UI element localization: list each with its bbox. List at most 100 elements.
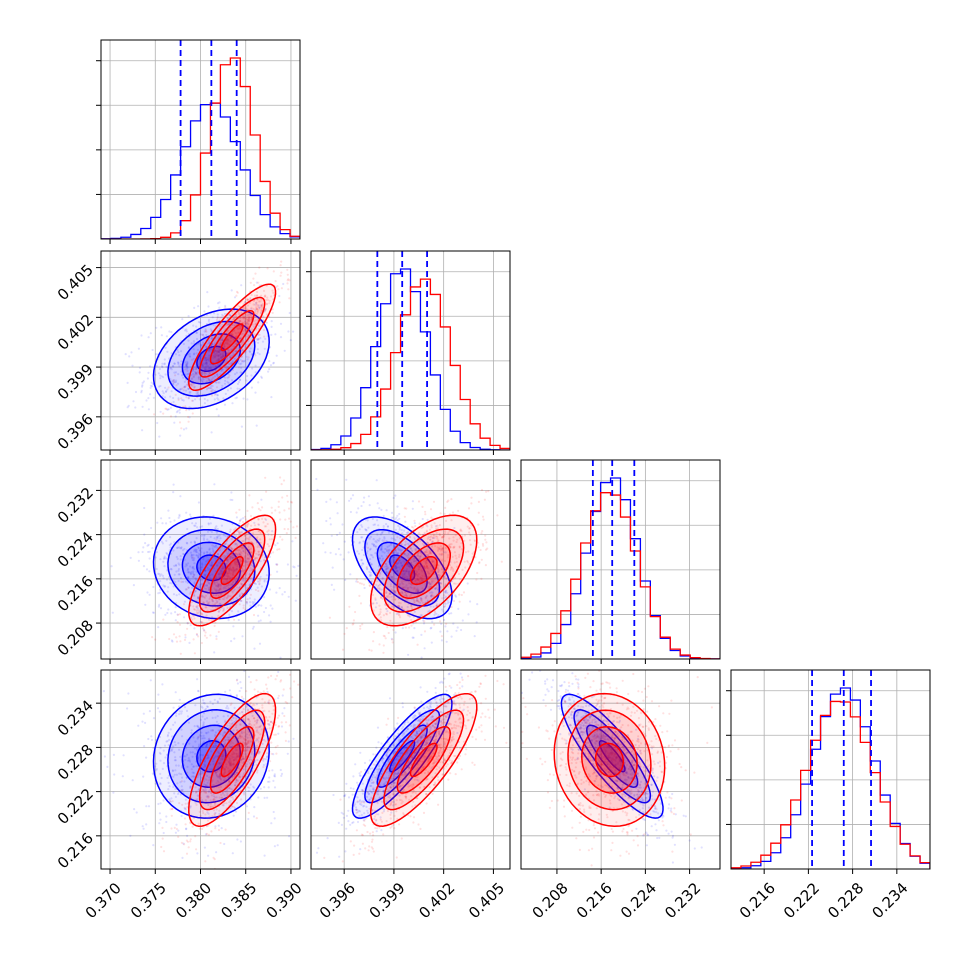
histogram-series-0: [311, 268, 510, 450]
contour-line: [567, 709, 652, 811]
y-tick-label: 0.224: [54, 528, 97, 571]
x-tick-label: 0.375: [127, 879, 170, 922]
contour-line: [409, 742, 438, 778]
contour-line: [152, 693, 270, 819]
x-tick-label: 0.399: [366, 879, 409, 922]
contour-line: [598, 740, 626, 773]
x-tick-label: 0.370: [82, 879, 125, 922]
histogram-series-1: [311, 278, 510, 450]
contour-line: [376, 724, 428, 788]
y-tick-label: 0.216: [54, 572, 97, 615]
panel-frame: [310, 669, 511, 870]
scatter-panel-3-2: [520, 669, 721, 874]
contour-line: [220, 555, 244, 586]
histogram-series-1: [731, 700, 930, 869]
scatter-panel-2-1: [310, 459, 511, 664]
contour-line: [209, 309, 255, 365]
contour-line: [152, 516, 270, 620]
contours-series-1: [553, 692, 666, 827]
y-tick-label: 0.222: [54, 785, 97, 828]
contours-series-0: [560, 693, 664, 819]
contour-line: [396, 542, 452, 599]
y-tick-label: 0.216: [54, 829, 97, 872]
y-tick-label: 0.396: [54, 410, 97, 453]
contour-line: [573, 709, 652, 804]
x-tick-label: 0.216: [573, 879, 616, 922]
x-tick-label: 0.402: [415, 879, 458, 922]
contour-line: [152, 308, 270, 410]
contour-line: [369, 514, 478, 627]
panel-frame: [310, 250, 511, 451]
contour-line: [188, 283, 277, 392]
contour-line: [586, 724, 639, 788]
x-tick-label: 0.232: [661, 879, 704, 922]
contour-line: [376, 541, 428, 594]
x-tick-label: 0.216: [736, 879, 779, 922]
contour-line: [181, 724, 242, 788]
x-tick-label: 0.234: [868, 879, 911, 922]
y-tick-label: 0.402: [54, 311, 97, 354]
contours-series-0: [152, 693, 270, 819]
x-tick-label: 0.405: [465, 879, 508, 922]
x-tick-label: 0.222: [780, 879, 823, 922]
contour-line: [383, 528, 465, 613]
panel-frame: [730, 669, 931, 870]
y-tick-label: 0.208: [54, 616, 97, 659]
contour-line: [167, 528, 256, 607]
panel-frame: [520, 459, 721, 660]
contours-series-1: [188, 283, 277, 392]
contour-line: [209, 726, 255, 794]
contours-series-0: [152, 516, 270, 620]
contours-series-1: [369, 692, 478, 827]
contour-line: [220, 323, 244, 352]
contour-line: [167, 320, 256, 397]
x-tick-label: 0.396: [316, 879, 359, 922]
panel-frame: [310, 459, 511, 660]
x-tick-label: 0.208: [529, 879, 572, 922]
contour-line: [409, 556, 438, 586]
contours-series-1: [187, 514, 277, 627]
contour-line: [369, 692, 478, 827]
contour-line: [581, 726, 638, 794]
contour-line: [389, 740, 416, 773]
contour-line: [383, 709, 465, 811]
histogram-panel-3: [726, 669, 931, 874]
y-tick-label: 0.405: [54, 261, 97, 304]
histogram-series-0: [101, 102, 300, 239]
scatter-panel-3-0: [96, 669, 301, 874]
contour-line: [396, 726, 452, 794]
x-tick-label: 0.224: [617, 879, 660, 922]
x-tick-label: 0.380: [172, 879, 215, 922]
scatter-points-series-0: [315, 477, 479, 659]
contour-line: [181, 541, 242, 594]
y-tick-label: 0.399: [54, 360, 97, 403]
contour-line: [351, 516, 453, 620]
contour-line: [220, 742, 244, 778]
contour-line: [198, 709, 266, 811]
histogram-panel-0: [96, 39, 301, 244]
scatter-panel-3-1: [310, 669, 511, 874]
contour-line: [351, 693, 453, 819]
x-tick-label: 0.385: [217, 879, 260, 922]
y-tick-label: 0.234: [54, 696, 97, 739]
contour-line: [553, 692, 666, 827]
contour-line: [198, 528, 266, 613]
contour-line: [594, 742, 625, 778]
histogram-series-1: [521, 492, 720, 659]
contour-line: [209, 542, 255, 599]
scatter-panel-2-0: [96, 459, 301, 664]
contour-line: [196, 554, 227, 582]
contour-line: [198, 296, 266, 378]
x-tick-label: 0.390: [263, 879, 306, 922]
contour-line: [196, 345, 227, 372]
panel-frame: [520, 669, 721, 870]
histogram-panel-2: [516, 459, 721, 664]
x-tick-label: 0.228: [824, 879, 867, 922]
contours-series-1: [188, 692, 277, 827]
contour-line: [196, 740, 227, 773]
scatter-panel-1-0: [96, 250, 301, 455]
contour-line: [187, 514, 277, 627]
contours-series-1: [369, 514, 478, 627]
histogram-panel-1: [306, 250, 511, 455]
